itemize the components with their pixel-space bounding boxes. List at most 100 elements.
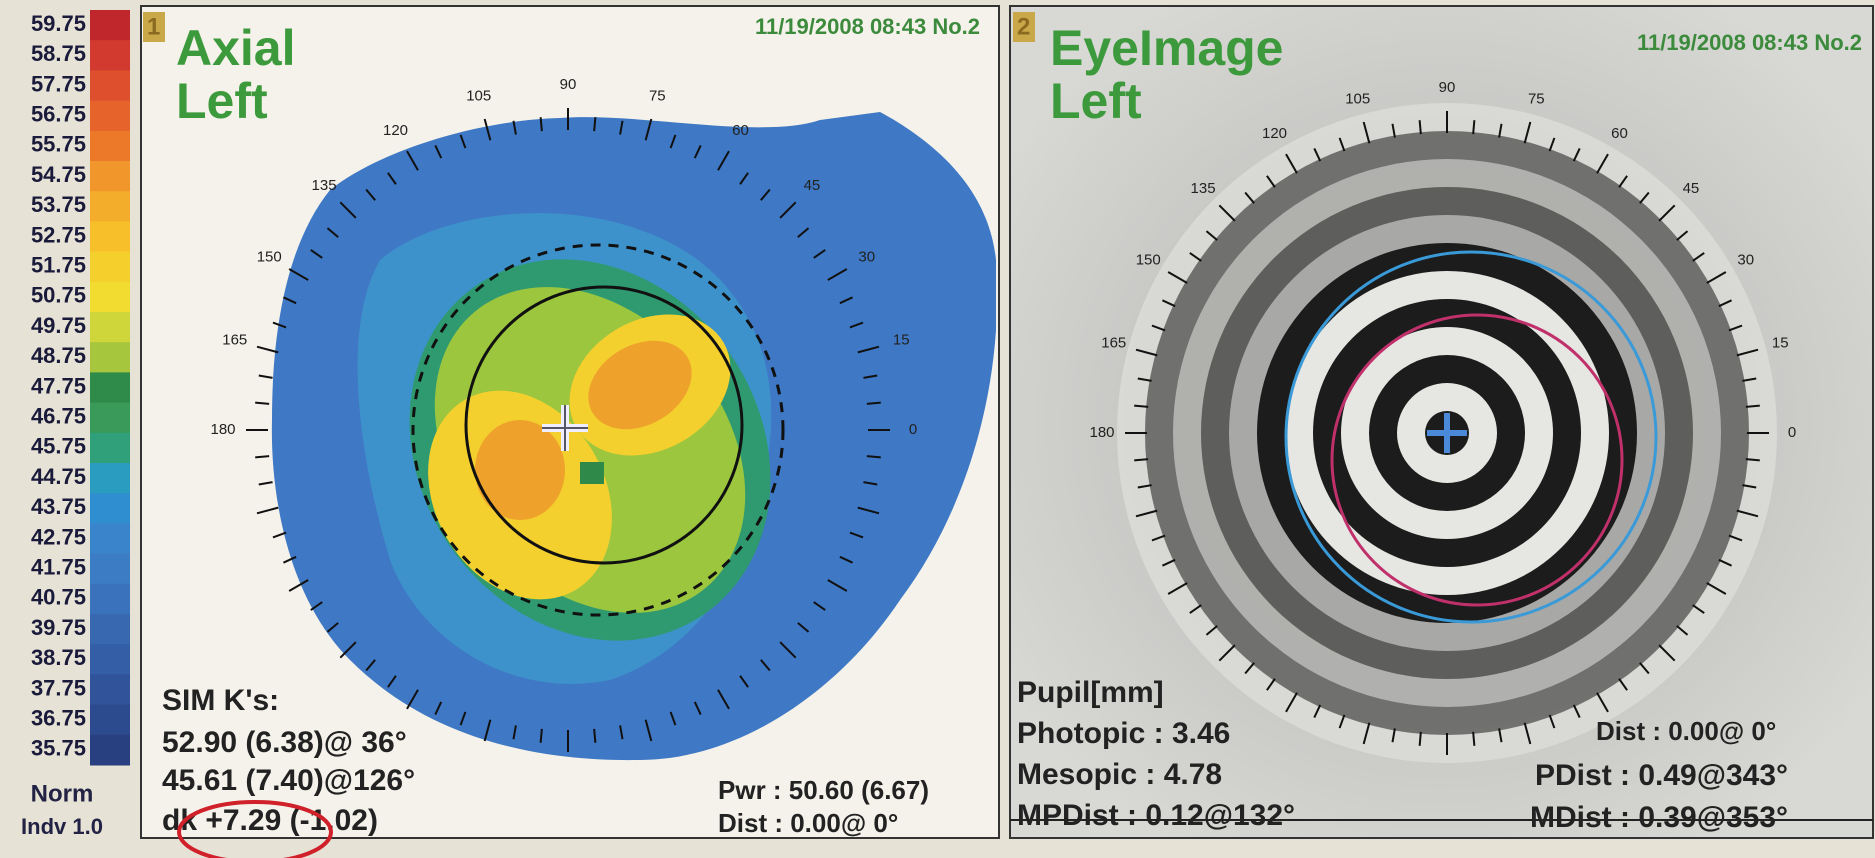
angle-label: 165 [1101, 335, 1126, 352]
angle-tick [839, 555, 854, 564]
panel-title: Axial [176, 20, 296, 76]
angle-label: 120 [1262, 125, 1287, 142]
angle-tick [717, 150, 730, 171]
scale-band [90, 281, 130, 313]
scale-label: 59.75 [31, 11, 86, 36]
angle-tick [1362, 121, 1371, 144]
scale-band [90, 40, 130, 71]
angle-tick [1472, 120, 1476, 135]
scale-label: 57.75 [31, 71, 86, 96]
center-cross [1427, 413, 1467, 453]
simk-line: 45.61 (7.40)@126° [162, 764, 415, 797]
scale-label: 51.75 [31, 253, 86, 278]
angle-label: 90 [1439, 79, 1456, 96]
map-orange-lobe [588, 340, 692, 430]
angle-tick [387, 675, 397, 688]
panel-title: EyeImage [1050, 20, 1283, 76]
angle-label: 75 [649, 88, 666, 105]
angle-tick [1285, 153, 1298, 174]
angle-tick [1313, 704, 1322, 719]
angle-tick [1418, 120, 1422, 135]
angle-tick [1135, 348, 1158, 357]
mdist: MDist : 0.39@353° [1530, 801, 1788, 834]
angle-tick [1167, 271, 1188, 284]
panel-badge [143, 12, 165, 42]
angle-label: 0 [1788, 424, 1796, 441]
scale-band [90, 191, 130, 222]
angle-tick [1498, 123, 1503, 138]
angle-tick [1134, 458, 1149, 462]
angle-ring: 0 15 30 45 60 75 90 105 120 135 150 165 180 [1089, 79, 1796, 755]
scale-label: 42.75 [31, 524, 86, 549]
scale-band [90, 614, 130, 645]
angle-tick [760, 188, 771, 201]
scale-band [90, 583, 130, 615]
angle-tick [1523, 121, 1532, 144]
scale-label: 44.75 [31, 464, 86, 489]
angle-tick [1266, 678, 1276, 691]
angle-tick [1189, 252, 1202, 262]
scale-label: 37.75 [31, 675, 86, 700]
scale-label: 49.75 [31, 313, 86, 338]
pupil-line: Photopic : 3.46 [1017, 717, 1230, 750]
indv-label: Indv 1.0 [21, 814, 103, 839]
scale-label: 56.75 [31, 102, 86, 127]
scale-label: 38.75 [31, 645, 86, 670]
color-scale: 59.75 58.75 57.75 56.75 55.75 54.75 53.75 52.75… [31, 10, 130, 766]
angle-tick [1728, 534, 1743, 542]
angle-tick [288, 268, 309, 281]
angle-tick [258, 481, 273, 486]
pupil-line: Mesopic : 4.78 [1017, 758, 1222, 791]
dist: Dist : 0.00@ 0° [1596, 716, 1776, 746]
angle-tick [1523, 722, 1532, 745]
angle-tick [593, 117, 597, 132]
angle-tick [1706, 271, 1727, 284]
angle-tick [693, 701, 702, 716]
angle-label: 180 [1089, 424, 1114, 441]
panel-number: 1 [147, 13, 160, 40]
angle-tick [310, 601, 323, 611]
angle-tick [1658, 204, 1676, 222]
angle-tick [1745, 404, 1760, 408]
angle-tick [1658, 644, 1676, 662]
angle-tick [1418, 731, 1422, 746]
dashed-circle [411, 243, 785, 617]
angle-tick [779, 641, 797, 659]
scale-label: 53.75 [31, 192, 86, 217]
angle-tick [1639, 191, 1650, 204]
angle-tick [1728, 324, 1743, 332]
angle-tick [1391, 728, 1396, 743]
angle-tick [1362, 722, 1371, 745]
scale-band [90, 312, 130, 343]
angle-tick [669, 711, 677, 726]
scale-band [90, 644, 130, 675]
angle-label: 60 [732, 122, 749, 139]
angle-tick [619, 725, 624, 740]
angle-tick [326, 622, 339, 633]
angle-tick [797, 227, 810, 238]
angle-tick [1548, 714, 1556, 729]
panel-badge [1013, 12, 1035, 42]
scale-band [90, 130, 130, 162]
angle-tick [459, 711, 467, 726]
angle-label: 150 [257, 248, 282, 265]
angle-tick [512, 120, 517, 135]
angle-tick [857, 506, 880, 515]
scale-label: 50.75 [31, 283, 86, 308]
angle-tick [1498, 728, 1503, 743]
angle-tick [1718, 299, 1733, 308]
angle-tick [1572, 147, 1581, 162]
scale-label: 54.75 [31, 162, 86, 187]
angle-label: 45 [1683, 180, 1700, 197]
angle-tick [1244, 191, 1255, 204]
angle-tick [483, 719, 492, 742]
angle-tick [365, 659, 376, 672]
angle-tick [1338, 137, 1346, 152]
angle-tick [739, 675, 749, 688]
angle-tick [272, 531, 287, 539]
angle-tick [1736, 348, 1759, 357]
scale-band [90, 10, 130, 41]
angle-tick [282, 296, 297, 305]
dist: Dist : 0.00@ 0° [718, 808, 898, 838]
simk-line: 52.90 (6.38)@ 36° [162, 726, 407, 759]
